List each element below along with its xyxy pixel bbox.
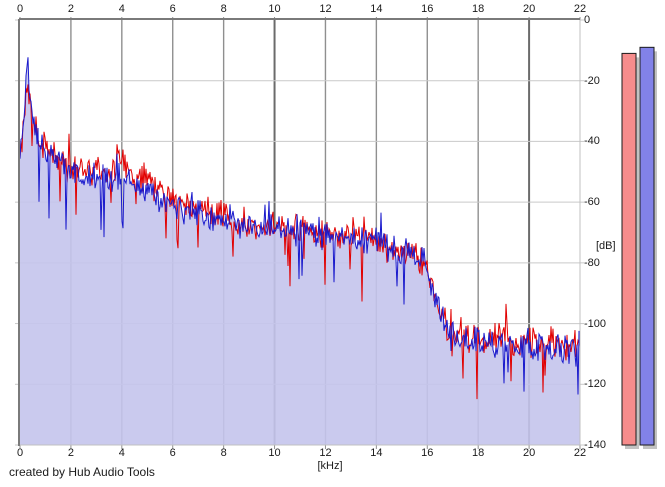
x-tick-label-bottom: 20 [522, 447, 536, 459]
x-tick-label-bottom: 22 [573, 447, 587, 459]
x-tick-label-top: 6 [169, 3, 176, 15]
x-tick-label-bottom: 16 [421, 447, 434, 459]
blue-spectrum-trace [19, 57, 581, 395]
y-tick-label: -60 [584, 196, 600, 209]
x-tick-label-bottom: 10 [268, 447, 281, 459]
x-tick-label-bottom: 14 [370, 447, 383, 459]
x-tick-label-top: 0 [16, 3, 24, 15]
x-tick-label-top: 4 [118, 3, 125, 15]
x-tick-label-bottom: 12 [319, 447, 332, 459]
x-tick-label-top: 10 [268, 3, 281, 15]
x-tick-label-bottom: 18 [472, 447, 485, 459]
x-tick-label-bottom: 2 [67, 447, 74, 459]
x-tick-label-top: 2 [67, 3, 74, 15]
spectrum-area-fill [20, 57, 580, 446]
x-tick-label-bottom: 4 [118, 447, 125, 459]
x-tick-label-top: 12 [319, 3, 332, 15]
x-tick-label-top: 16 [421, 3, 434, 15]
db-unit-label: [dB] [596, 240, 616, 252]
x-tick-label-bottom: 0 [16, 447, 24, 459]
x-tick-label-top: 20 [522, 3, 536, 15]
x-tick-label-top: 18 [472, 3, 485, 15]
y-tick-label: -140 [584, 439, 607, 451]
khz-unit-label: [kHz] [317, 460, 343, 472]
level-meter-left [621, 52, 637, 446]
x-tick-label-top: 14 [370, 3, 383, 15]
x-tick-label-bottom: 6 [169, 447, 176, 459]
y-tick-label: -20 [584, 74, 600, 87]
x-tick-label-top: 22 [573, 3, 587, 15]
x-tick-label-top: 8 [220, 3, 227, 15]
x-tick-label-bottom: 8 [220, 447, 227, 459]
y-tick-label: 0 [584, 14, 591, 26]
y-tick-label: -120 [584, 378, 607, 391]
y-tick-label: -80 [584, 256, 600, 269]
y-tick-label: -100 [584, 317, 607, 330]
level-meter-right [639, 46, 655, 446]
y-tick-label: -40 [584, 135, 600, 148]
credit-text: created by Hub Audio Tools [9, 465, 155, 479]
